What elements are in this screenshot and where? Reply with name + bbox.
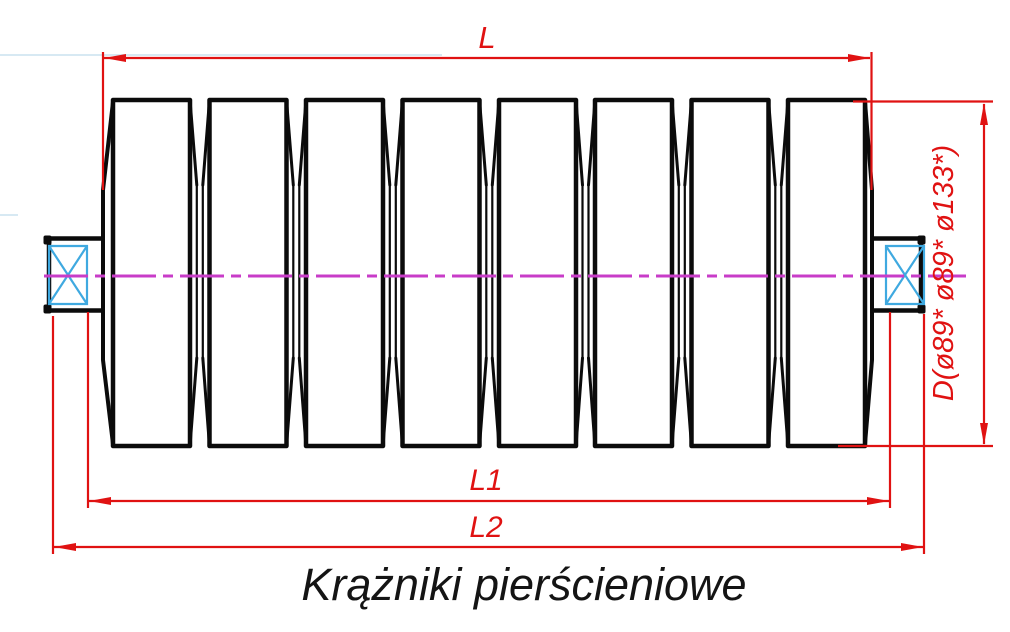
dim-L-arrow-left xyxy=(104,54,126,62)
right-journal-notch-top xyxy=(917,235,926,245)
ring-3 xyxy=(303,97,386,449)
dim-D-label: D(ø89* ø89* ø133*) xyxy=(928,145,960,401)
groove-5-chamfer xyxy=(574,98,597,448)
dim-L-arrow-right xyxy=(848,54,870,62)
ring-7 xyxy=(689,97,771,449)
dim-L1-arrow-left xyxy=(89,497,111,505)
groove-4-slot xyxy=(485,183,494,360)
dim-L-label: L xyxy=(478,20,495,55)
ring-6 xyxy=(592,97,675,449)
dim-D-arrow-top xyxy=(980,103,988,125)
ring-8 xyxy=(785,97,868,449)
ring-4 xyxy=(400,97,482,449)
groove-1-slot xyxy=(195,183,204,360)
dim-D-arrow-bottom xyxy=(980,423,988,445)
groove-3-chamfer xyxy=(381,98,404,448)
dimension-L2 xyxy=(51,314,926,554)
groove-5-slot xyxy=(581,183,590,360)
dim-L1-label: L1 xyxy=(469,464,502,497)
ring-5 xyxy=(496,97,579,449)
dimension-D xyxy=(838,100,993,448)
dim-L1-arrow-right xyxy=(867,497,889,505)
dim-L2-arrow-left xyxy=(54,543,76,551)
ring-1 xyxy=(110,97,193,449)
left-journal-notch-bottom xyxy=(43,304,52,314)
groove-6-slot xyxy=(677,183,686,360)
groove-slots xyxy=(195,183,783,360)
groove-2-chamfer xyxy=(285,98,308,448)
left-journal-notch-top xyxy=(43,235,52,245)
groove-3-slot xyxy=(388,183,397,360)
dim-L2-arrow-right xyxy=(901,543,923,551)
groove-4-chamfer xyxy=(478,98,501,448)
drawing-title: Krążniki pierścieniowe xyxy=(301,559,746,610)
rings xyxy=(110,97,868,449)
groove-1-chamfer xyxy=(188,98,211,448)
dimension-L xyxy=(101,52,873,190)
right-journal-notch-bottom xyxy=(917,304,926,314)
groove-chamfers xyxy=(188,98,790,448)
groove-7-chamfer xyxy=(767,98,790,448)
groove-2-slot xyxy=(292,183,301,360)
dimension-L1 xyxy=(86,312,892,508)
ring-2 xyxy=(207,97,289,449)
right-bearing-symbol xyxy=(884,244,926,306)
roller-body xyxy=(101,97,874,449)
dim-L2-label: L2 xyxy=(469,511,503,544)
groove-7-slot xyxy=(774,183,783,360)
scan-artifact-lines xyxy=(0,54,442,216)
end-shoulders xyxy=(101,100,874,446)
groove-6-chamfer xyxy=(670,98,693,448)
